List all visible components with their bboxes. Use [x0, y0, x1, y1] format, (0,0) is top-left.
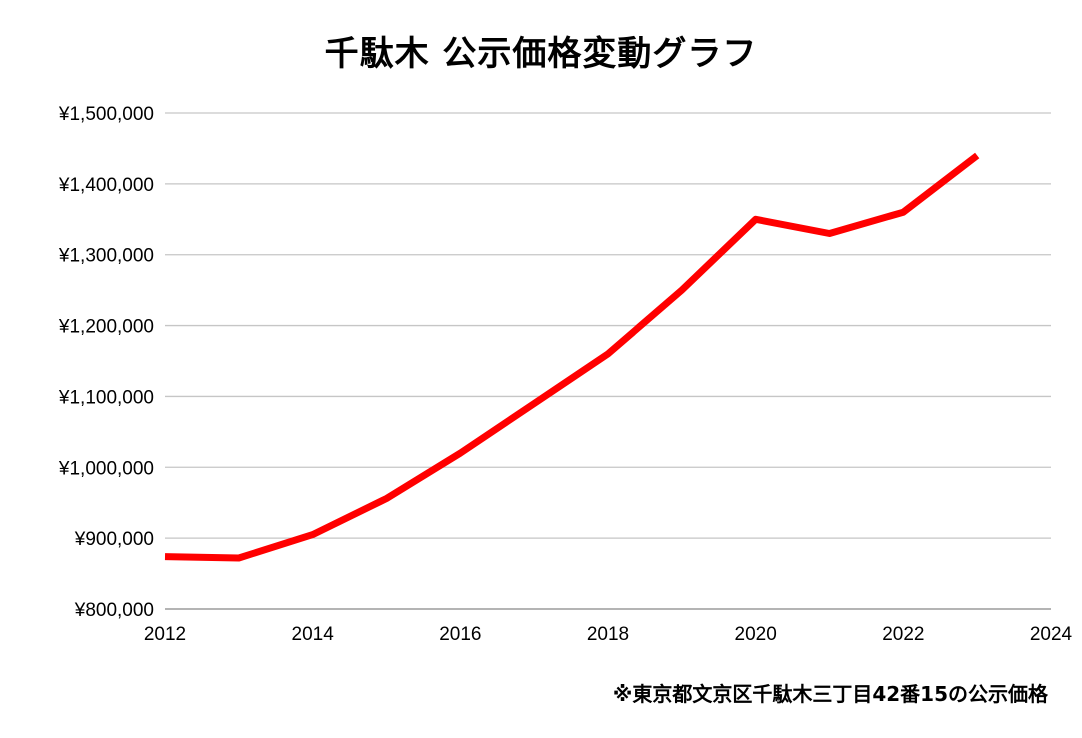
data-point: [605, 351, 611, 357]
data-point: [900, 209, 906, 215]
source-footnote: ※東京都文京区千駄木三丁目42番15の公示価格: [612, 682, 1048, 706]
y-tick-label: ¥1,300,000: [58, 246, 154, 267]
data-point: [162, 554, 168, 560]
data-point: [679, 287, 685, 293]
data-point: [384, 495, 390, 501]
y-tick-label: ¥900,000: [74, 529, 154, 550]
x-tick-label: 2012: [144, 624, 186, 645]
y-tick-label: ¥1,100,000: [58, 387, 154, 408]
series-layer: [162, 152, 980, 562]
series-line: [164, 152, 980, 562]
y-tick-label: ¥1,200,000: [58, 317, 154, 338]
data-point: [531, 401, 537, 407]
x-tick-label: 2016: [439, 624, 481, 645]
x-tick-label: 2014: [292, 624, 335, 645]
data-point: [827, 230, 833, 236]
x-tick-labels: 2012 2014 2016 2018 2020 2022 2024: [144, 624, 1073, 645]
x-tick-label: 2024: [1030, 624, 1073, 645]
grid-lines: [165, 112, 1051, 539]
y-tick-label: ¥1,500,000: [58, 104, 154, 125]
data-point: [310, 532, 316, 538]
x-tick-label: 2022: [882, 624, 924, 645]
y-tick-labels: ¥800,000 ¥900,000 ¥1,000,000 ¥1,100,000 ¥1,2…: [58, 104, 154, 621]
y-tick-label: ¥1,400,000: [58, 175, 154, 196]
x-tick-label: 2018: [587, 624, 629, 645]
y-tick-label: ¥800,000: [74, 600, 154, 621]
x-tick-label: 2020: [735, 624, 777, 645]
data-point: [236, 555, 242, 561]
y-tick-label: ¥1,000,000: [58, 458, 154, 479]
data-point: [457, 450, 463, 456]
data-point: [753, 216, 759, 222]
data-point: [974, 153, 980, 159]
chart-title: 千駄木 公示価格変動グラフ: [324, 34, 758, 74]
